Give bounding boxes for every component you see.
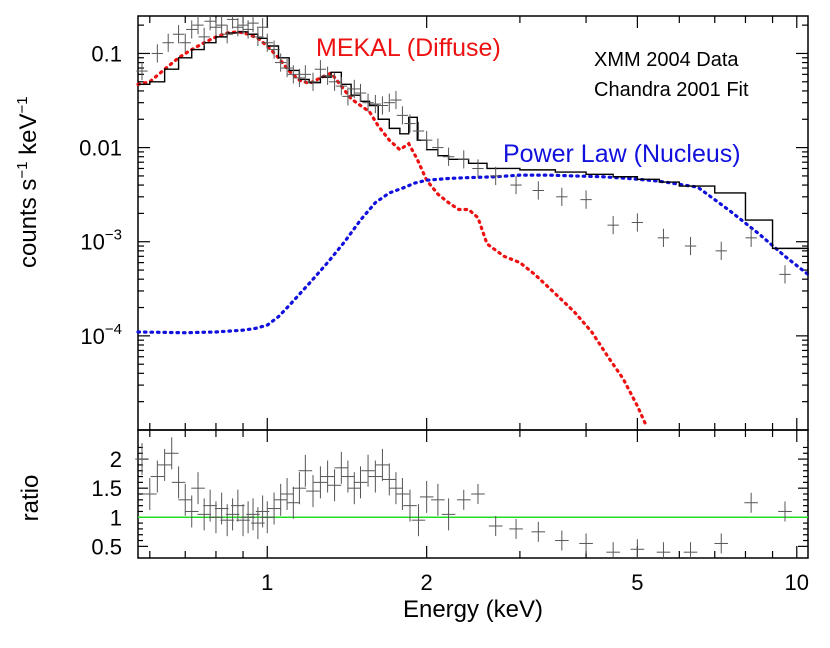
ratio-y-tick-labels: 2 1.5 1 0.5 [91, 447, 122, 559]
x-tick-label: 1 [261, 570, 273, 595]
spectrum-y-tick-label: 10−4 [80, 321, 122, 349]
x-tick-labels: 1 2 5 10 [261, 570, 809, 595]
mekal-annotation: MEKAL (Diffuse) [316, 34, 501, 62]
ratio-series [135, 437, 808, 558]
dataset-annotation-2: Chandra 2001 Fit [594, 79, 749, 101]
series-line-power-law-nucleus- [136, 173, 810, 335]
ratio-y-tick-label: 1.5 [91, 476, 122, 501]
x-tick-label: 10 [785, 570, 809, 595]
ratio-y-tick-label: 1 [110, 505, 122, 530]
dataset-annotation-1: XMM 2004 Data [594, 49, 739, 71]
powerlaw-annotation: Power Law (Nucleus) [503, 140, 741, 168]
ratio-y-tick-label: 0.5 [91, 534, 122, 559]
ratio-y-axis-title: ratio [17, 475, 44, 522]
x-tick-label: 5 [631, 570, 643, 595]
ratio-y-tick-label: 2 [110, 447, 122, 472]
spectrum-y-tick-label: 10−3 [80, 227, 122, 255]
spectrum-y-axis-title: counts s−1 keV−1 [14, 96, 42, 268]
spectrum-ticks [138, 16, 808, 431]
spectrum-y-tick-labels: 0.1 0.01 10−3 10−4 [79, 41, 122, 348]
x-axis-title: Energy (keV) [403, 596, 543, 623]
spectrum-y-tick-label: 0.1 [91, 41, 122, 66]
spectrum-y-tick-label: 0.01 [79, 136, 122, 161]
series-line-mekal-diffuse- [136, 30, 649, 428]
x-tick-label: 2 [421, 570, 433, 595]
spectrum-series [136, 16, 810, 428]
